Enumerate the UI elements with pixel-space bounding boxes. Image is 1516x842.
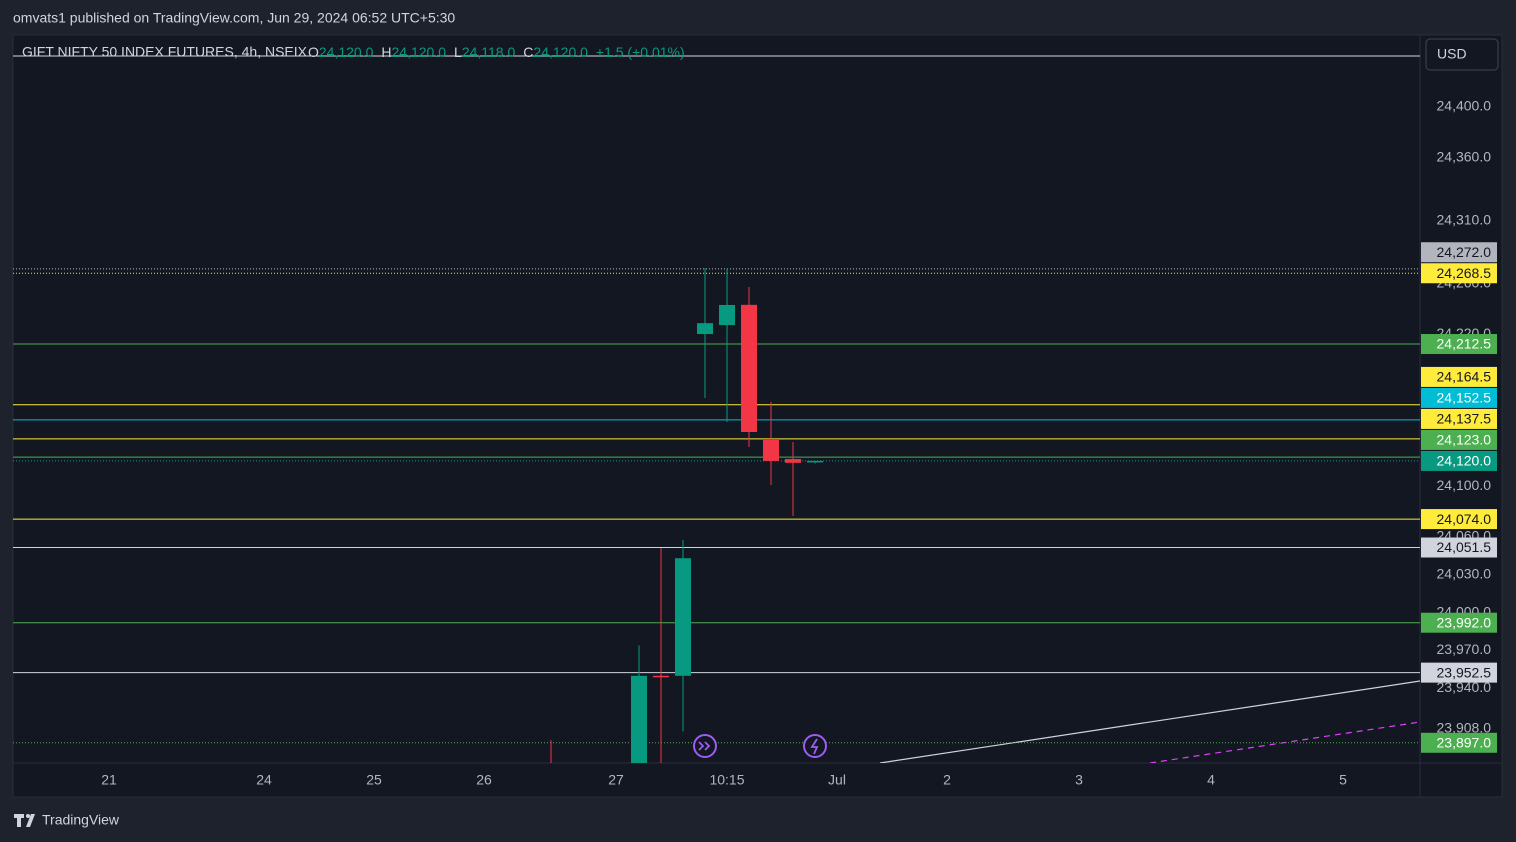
candle-body bbox=[697, 323, 713, 335]
x-tick-label: 26 bbox=[476, 772, 492, 788]
brand-logo-dot bbox=[26, 814, 30, 818]
x-tick-label: 3 bbox=[1075, 772, 1083, 788]
price-level-tag bbox=[1421, 366, 1497, 387]
y-tick-label: 24,400.0 bbox=[1437, 98, 1492, 114]
brand-logo bbox=[14, 814, 35, 827]
price-level-tag bbox=[1421, 334, 1497, 355]
price-level-label: 24,051.5 bbox=[1437, 539, 1492, 555]
price-level-label: 24,137.5 bbox=[1437, 411, 1492, 427]
price-level-tag bbox=[1421, 263, 1497, 284]
x-tick-label: 25 bbox=[366, 772, 382, 788]
x-tick-label: 21 bbox=[101, 772, 117, 788]
ohlc-key: L bbox=[454, 44, 462, 60]
x-tick-label: 27 bbox=[608, 772, 624, 788]
x-tick-label: 10:15 bbox=[709, 772, 744, 788]
price-level-label: 24,272.0 bbox=[1437, 244, 1492, 260]
price-level-tag bbox=[1421, 662, 1497, 683]
price-level-label: 24,120.0 bbox=[1437, 453, 1492, 469]
currency-button[interactable] bbox=[1425, 38, 1499, 71]
price-level-tag bbox=[1421, 732, 1497, 753]
price-level-label: 24,074.0 bbox=[1437, 511, 1492, 527]
y-tick-label: 24,310.0 bbox=[1437, 211, 1492, 227]
y-tick-label: 24,100.0 bbox=[1437, 477, 1492, 493]
ohlc-key: O bbox=[308, 44, 319, 60]
candle-body bbox=[631, 675, 647, 763]
price-level-tag bbox=[1421, 408, 1497, 429]
candle-body bbox=[785, 459, 801, 463]
symbol-title: GIFT NIFTY 50 INDEX FUTURES, 4h, NSEIX bbox=[22, 44, 308, 60]
y-tick-label: 24,360.0 bbox=[1437, 148, 1492, 164]
candle-body bbox=[653, 675, 669, 678]
candle-body bbox=[807, 460, 823, 463]
candle-body bbox=[675, 558, 691, 676]
price-level-label: 23,897.0 bbox=[1437, 734, 1492, 750]
y-tick-label: 24,030.0 bbox=[1437, 565, 1492, 581]
ohlc-change: +1.5 (+0.01%) bbox=[596, 44, 685, 60]
price-level-tag bbox=[1421, 509, 1497, 530]
ohlc-value: 24,120.0 bbox=[533, 44, 588, 60]
event-icon[interactable] bbox=[803, 734, 827, 758]
chart-frame bbox=[12, 34, 1503, 798]
legend: GIFT NIFTY 50 INDEX FUTURES, 4h, NSEIX O… bbox=[22, 44, 685, 60]
event-icon[interactable] bbox=[693, 734, 717, 758]
price-level-tag bbox=[1421, 537, 1497, 558]
trend-line bbox=[879, 680, 1420, 763]
ohlc-value: 24,120.0 bbox=[319, 44, 374, 60]
event-icons bbox=[693, 734, 827, 758]
brand-name: TradingView bbox=[42, 812, 120, 828]
brand: TradingView bbox=[14, 812, 120, 828]
price-level-label: 24,123.0 bbox=[1437, 432, 1492, 448]
ohlc-value: 24,120.0 bbox=[392, 44, 447, 60]
currency-label: USD bbox=[1437, 46, 1467, 62]
time-axis: 21 24 25 26 27 10:15 Jul 2 3 4 5 bbox=[101, 772, 1347, 788]
x-tick-label: 24 bbox=[256, 772, 272, 788]
y-tick-label: 23,970.0 bbox=[1437, 641, 1492, 657]
x-tick-label: 5 bbox=[1339, 772, 1347, 788]
ohlc-legend: O24,120.0 H24,120.0 L24,118.0 C24,120.0 +1.5… bbox=[308, 44, 685, 60]
price-level-tag bbox=[1421, 450, 1497, 471]
y-tick-label: 23,908.0 bbox=[1437, 720, 1492, 736]
ohlc-key: C bbox=[523, 44, 533, 60]
x-tick-label: Jul bbox=[828, 772, 846, 788]
price-level-label: 24,164.5 bbox=[1437, 369, 1492, 385]
price-level-tag bbox=[1421, 242, 1497, 263]
levels bbox=[13, 268, 1420, 744]
price-level-label: 23,952.5 bbox=[1437, 664, 1492, 680]
price-level-tag bbox=[1421, 387, 1497, 408]
price-level-label: 24,152.5 bbox=[1437, 390, 1492, 406]
price-level-label: 24,268.5 bbox=[1437, 265, 1492, 281]
price-labels: 23,897.0 23,952.5 23,992.0 24,051.5 24,074.0… bbox=[1421, 242, 1497, 753]
candles bbox=[550, 268, 823, 763]
x-tick-label: 2 bbox=[943, 772, 951, 788]
price-level-label: 24,212.5 bbox=[1437, 336, 1492, 352]
x-tick-label: 4 bbox=[1207, 772, 1215, 788]
y-tick-label: 23,940.0 bbox=[1437, 679, 1492, 695]
candle-body bbox=[719, 304, 735, 326]
published-note: omvats1 published on TradingView.com, Ju… bbox=[13, 10, 455, 26]
price-level-tag bbox=[1421, 612, 1497, 633]
candle-body bbox=[741, 304, 757, 432]
price-level-tag bbox=[1421, 429, 1497, 450]
event-icon-glyph bbox=[698, 741, 711, 751]
price-level-label: 23,992.0 bbox=[1437, 614, 1492, 630]
ohlc-value: 24,118.0 bbox=[462, 44, 516, 60]
candle-body bbox=[763, 439, 779, 461]
ohlc-key: H bbox=[381, 44, 391, 60]
event-icon-glyph bbox=[810, 738, 819, 755]
